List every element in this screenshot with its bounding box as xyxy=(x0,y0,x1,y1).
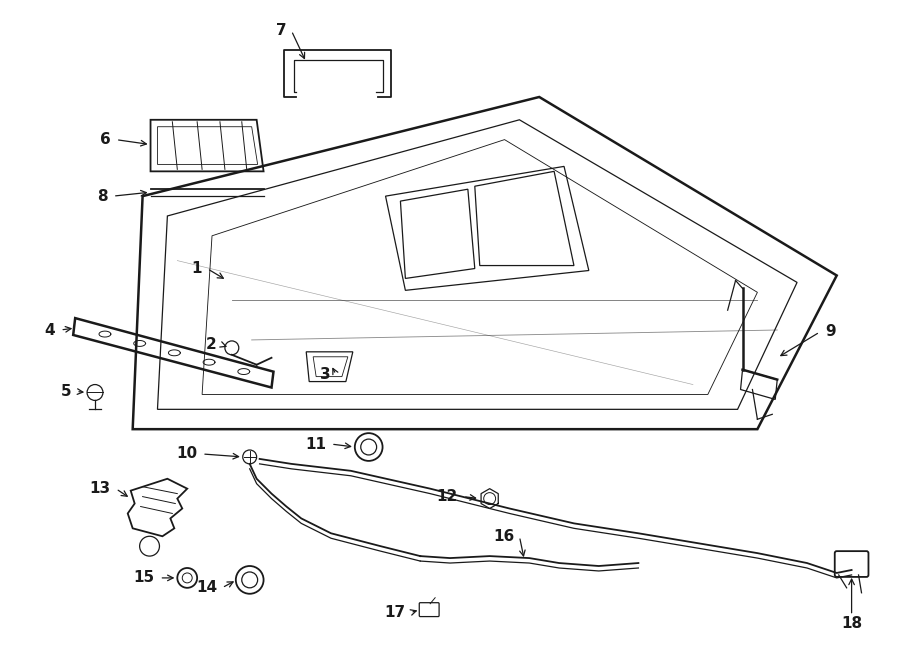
Text: 14: 14 xyxy=(196,581,217,595)
Text: 1: 1 xyxy=(192,261,202,276)
Text: 15: 15 xyxy=(133,571,155,585)
Text: 5: 5 xyxy=(60,384,71,399)
Text: 18: 18 xyxy=(841,616,862,631)
Text: 7: 7 xyxy=(275,23,286,38)
Text: 13: 13 xyxy=(90,481,111,496)
Text: 10: 10 xyxy=(176,446,197,461)
Text: 6: 6 xyxy=(100,132,111,147)
Text: 9: 9 xyxy=(824,324,835,340)
Text: 3: 3 xyxy=(320,367,331,382)
Text: 12: 12 xyxy=(436,489,458,504)
Text: 16: 16 xyxy=(493,529,515,544)
Text: 8: 8 xyxy=(97,189,108,204)
Text: 2: 2 xyxy=(206,338,217,352)
Text: 11: 11 xyxy=(305,436,326,451)
Text: 17: 17 xyxy=(384,605,405,620)
Text: 4: 4 xyxy=(45,322,55,338)
